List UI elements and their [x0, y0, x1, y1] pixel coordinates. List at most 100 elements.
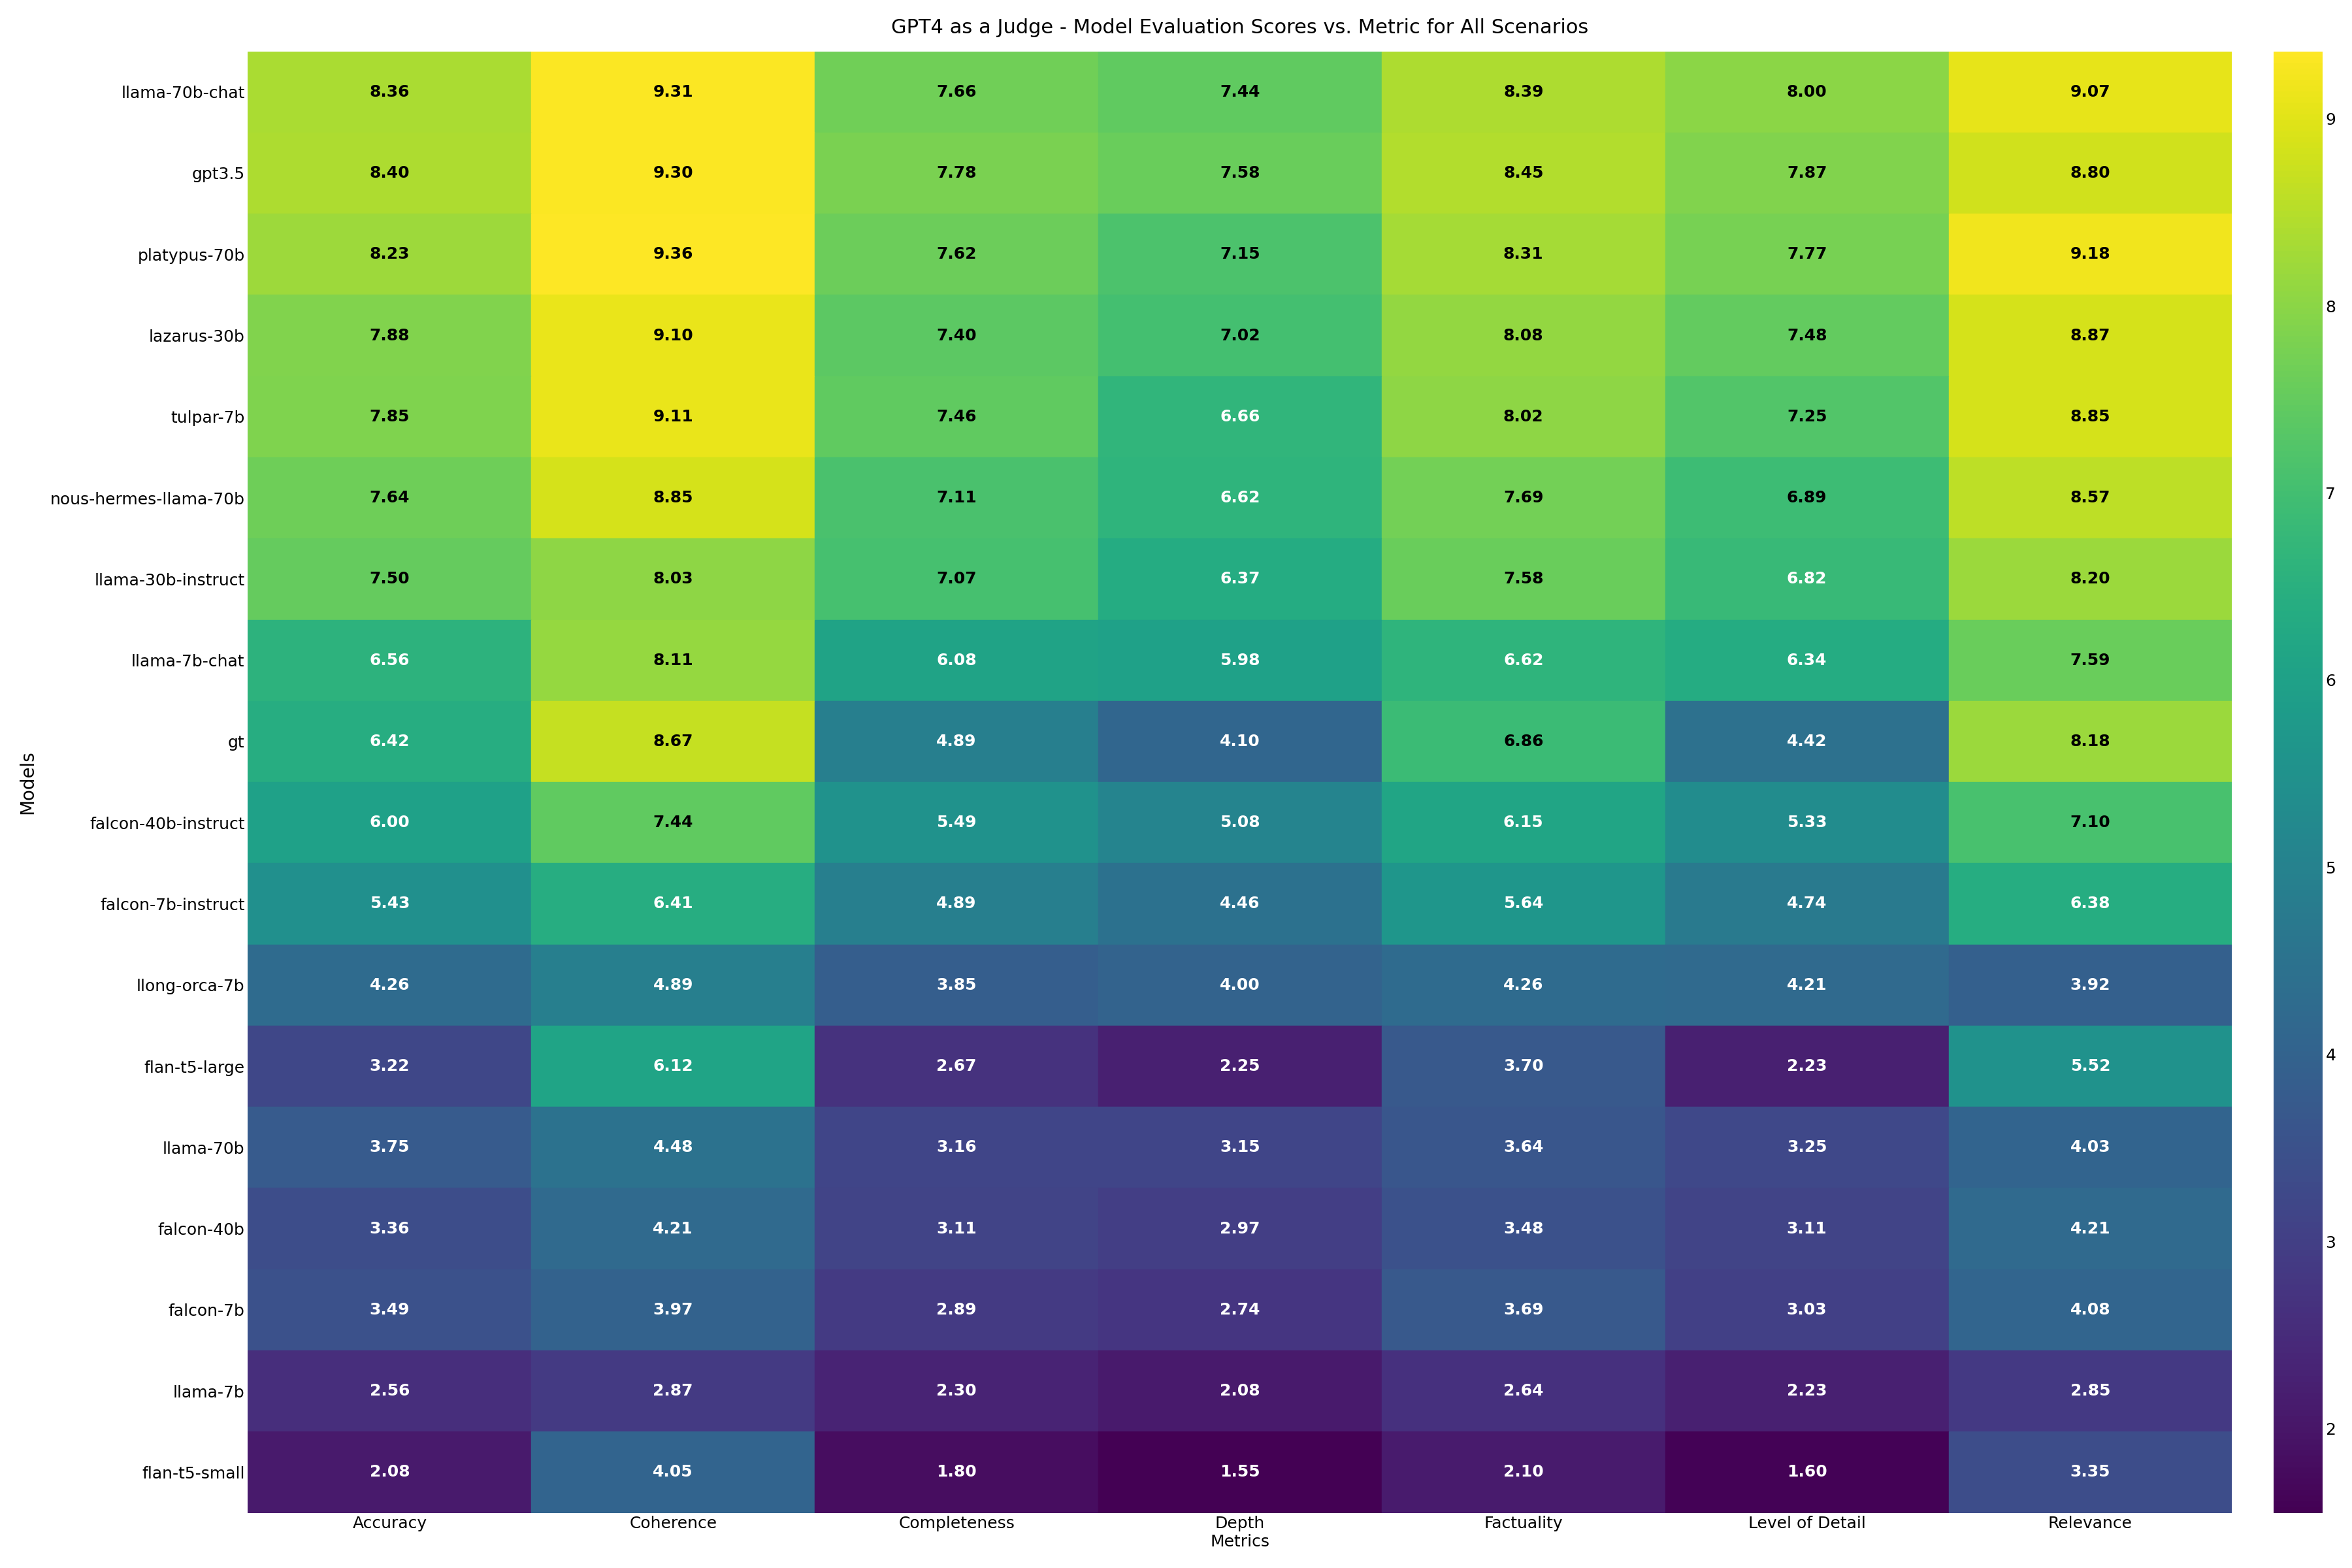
Text: 2.10: 2.10 [1503, 1465, 1543, 1480]
Text: 8.08: 8.08 [1503, 328, 1543, 343]
Text: 3.49: 3.49 [369, 1301, 409, 1317]
Bar [1947, 295, 2232, 376]
Bar [1098, 538, 1381, 619]
Text: 4.89: 4.89 [936, 734, 976, 750]
Text: 3.70: 3.70 [1503, 1058, 1543, 1074]
Text: 8.31: 8.31 [1503, 246, 1543, 262]
Bar [814, 1025, 1098, 1107]
Bar [1381, 944, 1665, 1025]
Text: 8.57: 8.57 [2070, 491, 2110, 506]
Text: 8.80: 8.80 [2070, 165, 2110, 180]
Bar [532, 133, 814, 213]
Bar [1098, 52, 1381, 133]
Bar [814, 295, 1098, 376]
Bar [1381, 619, 1665, 701]
Text: 4.21: 4.21 [1788, 977, 1828, 993]
Bar [1381, 1432, 1665, 1513]
Text: 8.85: 8.85 [654, 491, 694, 506]
Bar [1381, 864, 1665, 944]
Bar [1947, 864, 2232, 944]
Text: 7.44: 7.44 [1221, 85, 1261, 100]
Text: 2.74: 2.74 [1221, 1301, 1261, 1317]
Bar [1098, 701, 1381, 782]
Text: 7.58: 7.58 [1503, 571, 1543, 586]
Bar [532, 1025, 814, 1107]
Text: 8.39: 8.39 [1503, 85, 1543, 100]
Text: 8.85: 8.85 [2070, 409, 2110, 425]
Text: 4.08: 4.08 [2070, 1301, 2110, 1317]
Text: 4.21: 4.21 [654, 1221, 694, 1237]
Text: 3.85: 3.85 [936, 977, 976, 993]
Bar [1381, 701, 1665, 782]
Text: 4.21: 4.21 [2070, 1221, 2110, 1237]
Text: 3.03: 3.03 [1788, 1301, 1828, 1317]
Text: 2.23: 2.23 [1788, 1383, 1828, 1399]
Text: 6.08: 6.08 [936, 652, 976, 668]
Bar [1947, 1350, 2232, 1432]
Text: 7.11: 7.11 [936, 491, 976, 506]
Text: 7.48: 7.48 [1788, 328, 1828, 343]
Bar [1665, 782, 1947, 864]
Text: 6.62: 6.62 [1503, 652, 1543, 668]
Text: 2.08: 2.08 [1221, 1383, 1261, 1399]
Text: 6.42: 6.42 [369, 734, 409, 750]
Text: 6.15: 6.15 [1503, 815, 1543, 831]
Text: 8.87: 8.87 [2070, 328, 2110, 343]
Text: 6.38: 6.38 [2070, 895, 2110, 911]
Text: 9.11: 9.11 [654, 409, 694, 425]
Text: 2.30: 2.30 [936, 1383, 976, 1399]
Bar [1381, 1269, 1665, 1350]
Text: 3.11: 3.11 [936, 1221, 976, 1237]
Text: 7.66: 7.66 [936, 85, 976, 100]
Text: 8.36: 8.36 [369, 85, 409, 100]
Bar [1665, 52, 1947, 133]
Bar [532, 538, 814, 619]
Text: 5.52: 5.52 [2070, 1058, 2110, 1074]
Text: 3.15: 3.15 [1221, 1140, 1261, 1156]
Bar [814, 1350, 1098, 1432]
Bar [1947, 376, 2232, 458]
Bar [1665, 619, 1947, 701]
Text: 9.10: 9.10 [654, 328, 694, 343]
Text: 8.67: 8.67 [654, 734, 694, 750]
Bar [814, 213, 1098, 295]
Bar [1098, 295, 1381, 376]
Bar [1098, 619, 1381, 701]
Bar [1665, 1432, 1947, 1513]
Text: 4.00: 4.00 [1221, 977, 1261, 993]
Bar [1947, 133, 2232, 213]
Bar [1098, 864, 1381, 944]
Text: 3.64: 3.64 [1503, 1140, 1543, 1156]
Text: 3.36: 3.36 [369, 1221, 409, 1237]
Title: GPT4 as a Judge - Model Evaluation Scores vs. Metric for All Scenarios: GPT4 as a Judge - Model Evaluation Score… [891, 19, 1588, 38]
Text: 8.00: 8.00 [1788, 85, 1828, 100]
Bar [532, 458, 814, 538]
Bar [1947, 619, 2232, 701]
Bar [814, 52, 1098, 133]
Bar [247, 1350, 532, 1432]
Text: 3.75: 3.75 [369, 1140, 409, 1156]
Bar [1098, 458, 1381, 538]
Bar [1947, 701, 2232, 782]
Text: 1.60: 1.60 [1788, 1465, 1828, 1480]
Bar [1947, 782, 2232, 864]
Bar [1098, 1025, 1381, 1107]
Text: 7.58: 7.58 [1221, 165, 1261, 180]
Y-axis label: Models: Models [19, 750, 35, 814]
Text: 4.74: 4.74 [1788, 895, 1828, 911]
Bar [1098, 133, 1381, 213]
Bar [1947, 458, 2232, 538]
Bar [814, 1189, 1098, 1269]
Bar [814, 1432, 1098, 1513]
Bar [1947, 213, 2232, 295]
Bar [247, 376, 532, 458]
Bar [1098, 376, 1381, 458]
Text: 6.00: 6.00 [369, 815, 409, 831]
Bar [247, 295, 532, 376]
Bar [1381, 1189, 1665, 1269]
Text: 2.67: 2.67 [936, 1058, 976, 1074]
Text: 9.18: 9.18 [2070, 246, 2110, 262]
Text: 3.35: 3.35 [2070, 1465, 2110, 1480]
Text: 6.41: 6.41 [654, 895, 694, 911]
Text: 1.55: 1.55 [1221, 1465, 1261, 1480]
